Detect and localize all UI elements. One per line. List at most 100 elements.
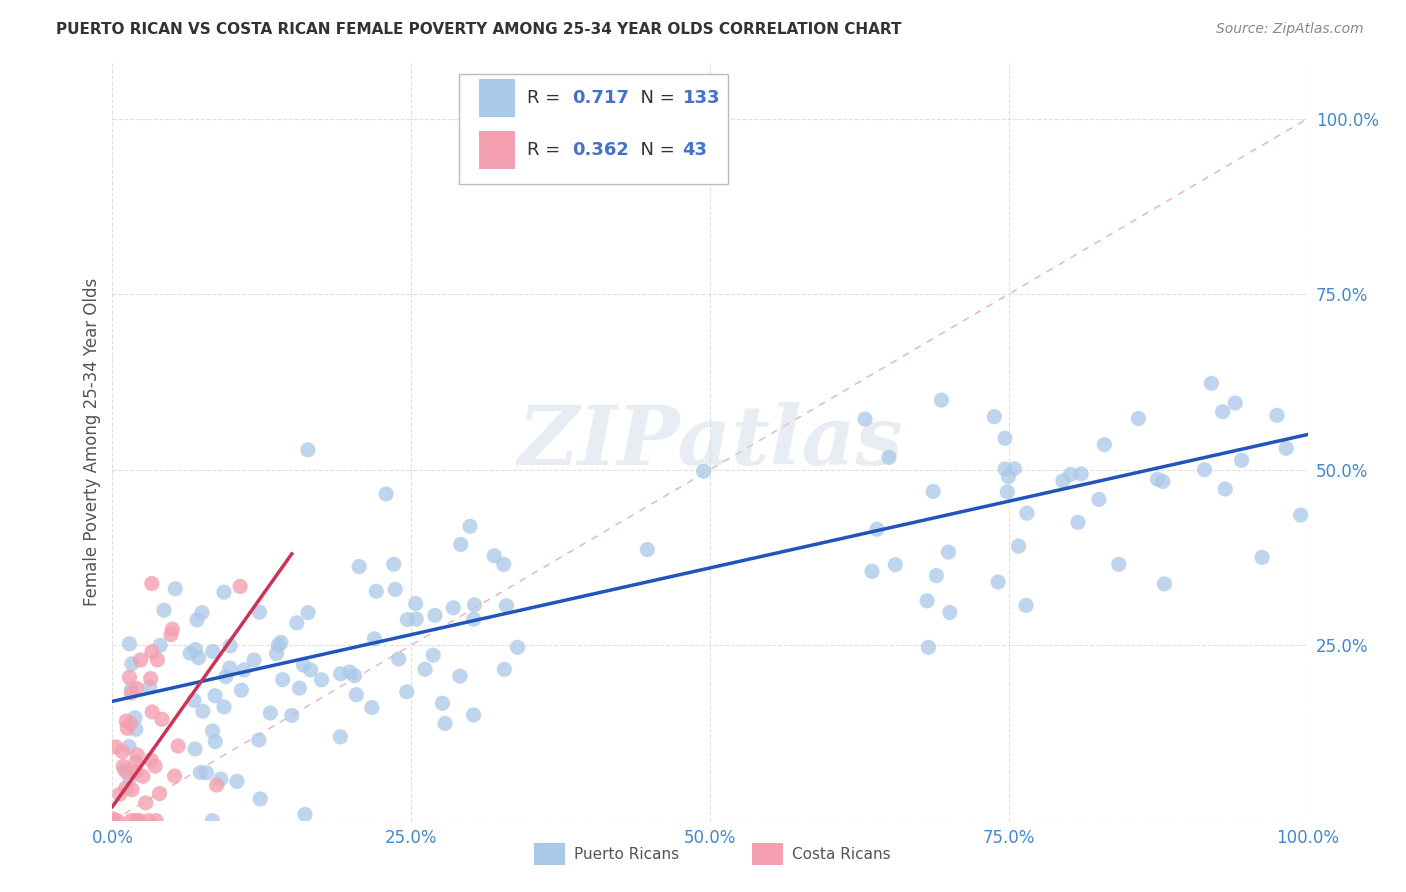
Point [191, 606, 214, 620]
Point [201, 644, 224, 658]
Point [292, 658, 315, 673]
Point [339, 665, 361, 679]
Point [1194, 463, 1216, 477]
Point [375, 487, 398, 501]
Point [179, 646, 201, 660]
Point [441, 600, 464, 615]
Point [388, 652, 411, 666]
Point [163, 769, 186, 783]
Point [311, 673, 333, 687]
FancyBboxPatch shape [479, 130, 515, 169]
Point [1201, 376, 1223, 391]
Point [382, 558, 405, 572]
Point [205, 778, 228, 792]
Point [231, 683, 253, 698]
Text: N =: N = [628, 141, 681, 159]
Point [118, 670, 141, 684]
Point [195, 765, 218, 780]
Point [162, 622, 184, 636]
Point [877, 450, 900, 465]
Point [125, 755, 148, 769]
Point [112, 759, 135, 773]
Point [139, 672, 162, 686]
Point [492, 558, 515, 572]
Point [141, 576, 163, 591]
Point [1225, 396, 1247, 410]
Point [917, 640, 939, 655]
Point [111, 745, 134, 759]
Point [297, 606, 319, 620]
Point [112, 763, 135, 777]
Point [432, 696, 454, 710]
Point [249, 605, 271, 619]
Point [1289, 508, 1312, 522]
Point [405, 597, 427, 611]
Point [135, 796, 157, 810]
Point [994, 462, 1017, 476]
Point [463, 598, 485, 612]
Point [103, 814, 125, 828]
Point [148, 787, 170, 801]
Point [127, 747, 149, 762]
Point [1153, 577, 1175, 591]
Point [153, 603, 176, 617]
Point [212, 585, 235, 599]
Point [405, 612, 427, 626]
Point [149, 638, 172, 652]
Point [143, 759, 166, 773]
Point [384, 582, 406, 597]
Point [915, 594, 938, 608]
Point [484, 549, 506, 563]
Point [125, 681, 148, 696]
Text: Puerto Ricans: Puerto Ricans [574, 847, 679, 862]
Point [1212, 405, 1234, 419]
Point [125, 814, 148, 828]
Point [396, 613, 419, 627]
Point [994, 431, 1017, 445]
Y-axis label: Female Poverty Among 25-34 Year Olds: Female Poverty Among 25-34 Year Olds [83, 277, 101, 606]
Point [108, 787, 131, 801]
Point [1015, 599, 1038, 613]
Point [422, 648, 444, 662]
Point [922, 484, 945, 499]
Point [329, 666, 352, 681]
Point [118, 772, 141, 786]
Point [1015, 506, 1038, 520]
Point [121, 782, 143, 797]
Point [233, 663, 256, 677]
Point [212, 699, 235, 714]
Point [463, 612, 485, 626]
Point [226, 774, 249, 789]
Point [1108, 558, 1130, 572]
Point [129, 653, 152, 667]
Point [363, 632, 385, 646]
Text: 43: 43 [682, 141, 707, 159]
Point [184, 642, 207, 657]
Point [692, 464, 714, 478]
FancyBboxPatch shape [479, 79, 515, 118]
Point [187, 650, 209, 665]
Point [145, 814, 167, 828]
Point [423, 608, 446, 623]
Point [229, 579, 252, 593]
Text: Source: ZipAtlas.com: Source: ZipAtlas.com [1216, 22, 1364, 37]
Point [128, 814, 150, 828]
Point [987, 574, 1010, 589]
Point [270, 635, 292, 649]
Point [449, 669, 471, 683]
Text: 0.362: 0.362 [572, 141, 630, 159]
Text: 133: 133 [682, 89, 720, 107]
Point [146, 653, 169, 667]
Point [201, 814, 224, 828]
Point [243, 653, 266, 667]
Point [434, 716, 457, 731]
Point [983, 409, 1005, 424]
Point [450, 537, 472, 551]
Point [125, 723, 148, 737]
Point [167, 739, 190, 753]
Point [219, 639, 242, 653]
Point [395, 685, 418, 699]
Point [247, 733, 270, 747]
Point [138, 814, 160, 828]
Point [463, 708, 485, 723]
